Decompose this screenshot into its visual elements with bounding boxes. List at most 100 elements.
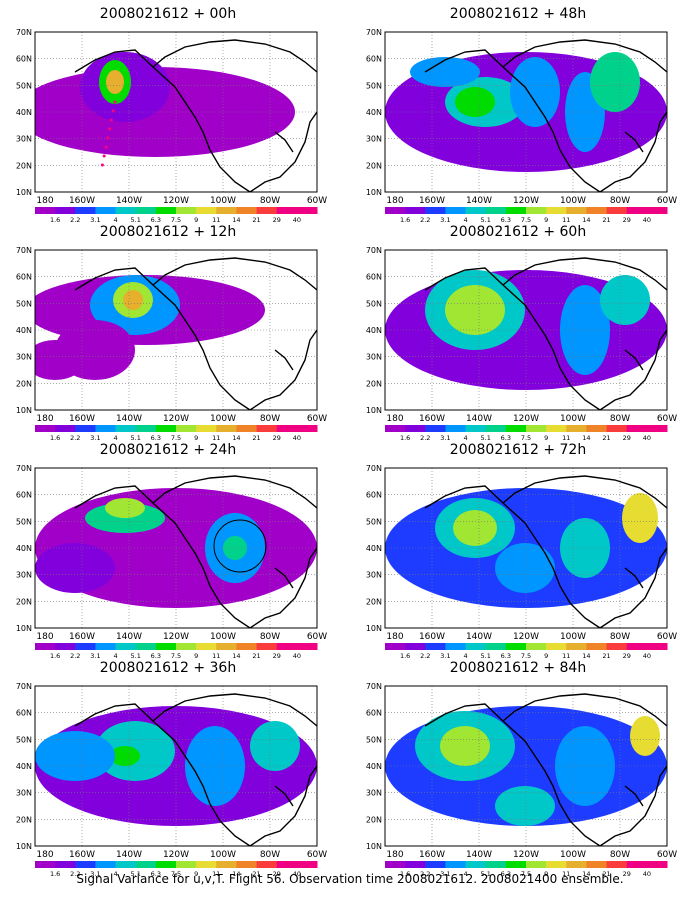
lon-tick-label: 140W <box>466 850 492 860</box>
colorbar-swatch <box>606 861 628 868</box>
colorbar-swatch <box>176 207 197 214</box>
lat-tick-label: 50N <box>16 517 32 526</box>
colorbar-swatch <box>236 643 258 650</box>
colorbar-label: 21 <box>602 870 610 876</box>
colorbar-label: 3.1 <box>90 652 100 658</box>
colorbar-label: 21 <box>252 216 260 222</box>
colorbar-label: 29 <box>623 870 631 876</box>
lon-tick-label: 60W <box>307 196 327 206</box>
colorbar-swatch <box>216 207 237 214</box>
lat-tick-label: 40N <box>366 762 382 771</box>
colorbar-swatch <box>135 425 157 432</box>
lon-tick-label: 160W <box>69 850 95 860</box>
colorbar-swatch <box>176 861 197 868</box>
colorbar-label: 5.1 <box>481 870 491 876</box>
colorbar-swatch <box>626 643 648 650</box>
colorbar-swatch <box>646 643 668 650</box>
colorbar: 1.6 2.2 3.1 4 5.1 6.3 7.5 9 11 14 21 29 40 <box>35 861 318 876</box>
variance-contour <box>510 57 560 127</box>
colorbar-label: 4 <box>464 216 468 222</box>
colorbar-swatch <box>276 207 298 214</box>
colorbar-swatch <box>425 861 446 868</box>
variance-contour <box>495 543 555 593</box>
lon-tick-label: 60W <box>657 196 677 206</box>
colorbar-label: 7.5 <box>171 652 181 658</box>
colorbar-swatch <box>196 643 217 650</box>
colorbar-label: 29 <box>273 870 281 876</box>
lon-tick-label: 100W <box>210 850 236 860</box>
lon-tick-label: 120W <box>513 850 539 860</box>
colorbar-swatch <box>75 861 96 868</box>
colorbar-label: 11 <box>212 870 220 876</box>
lat-tick-label: 60N <box>366 273 382 282</box>
colorbar-label: 40 <box>643 434 651 440</box>
lon-tick-label: 160W <box>419 414 445 424</box>
colorbar-swatch <box>465 207 487 214</box>
colorbar-label: 9 <box>194 434 198 440</box>
lat-tick-label: 70N <box>366 246 382 255</box>
variance-contour <box>123 290 143 310</box>
colorbar-swatch <box>485 425 507 432</box>
map-plot: 10N 20N 30N 40N 50N 60N 70N 180 160W 140W 120W 100W… <box>366 246 677 440</box>
colorbar-swatch <box>176 643 197 650</box>
lon-tick-label: 180 <box>386 414 403 424</box>
colorbar-label: 40 <box>643 870 651 876</box>
colorbar-label: 11 <box>212 434 220 440</box>
lon-tick-label: 60W <box>307 850 327 860</box>
colorbar-swatch <box>606 425 628 432</box>
colorbar-swatch <box>216 425 237 432</box>
lat-tick-label: 70N <box>16 682 32 691</box>
colorbar-swatch <box>526 425 547 432</box>
colorbar-swatch <box>135 643 157 650</box>
colorbar-swatch <box>405 425 426 432</box>
colorbar-swatch <box>176 425 197 432</box>
panel-title: 2008021612 + 36h <box>99 660 237 676</box>
colorbar-label: 4 <box>114 652 118 658</box>
colorbar-swatch <box>505 207 527 214</box>
lat-tick-label: 20N <box>366 379 382 388</box>
lon-tick-label: 120W <box>513 414 539 424</box>
map-panel: 2008021612 + 12h 10N 20N 30N 40N 50N 60N 70N 180… <box>8 224 328 440</box>
lon-tick-label: 140W <box>116 414 142 424</box>
colorbar-swatch <box>135 207 157 214</box>
colorbar-label: 29 <box>273 434 281 440</box>
lon-tick-label: 180 <box>36 850 53 860</box>
colorbar-swatch <box>35 207 56 214</box>
colorbar-swatch <box>465 861 487 868</box>
lat-tick-label: 30N <box>366 571 382 580</box>
colorbar-swatch <box>485 643 507 650</box>
colorbar-label: 1.6 <box>50 652 60 658</box>
colorbar-label: 4 <box>464 652 468 658</box>
colorbar-swatch <box>196 207 217 214</box>
variance-contour <box>630 716 660 756</box>
colorbar-label: 6.3 <box>151 652 161 658</box>
colorbar-swatch <box>626 207 648 214</box>
lat-tick-label: 10N <box>16 624 32 633</box>
lat-tick-label: 30N <box>16 789 32 798</box>
lon-tick-label: 80W <box>610 632 630 642</box>
colorbar-swatch <box>405 643 426 650</box>
lon-tick-label: 120W <box>513 196 539 206</box>
colorbar-label: 9 <box>544 652 548 658</box>
colorbar-label: 14 <box>232 652 240 658</box>
variance-contour <box>106 70 124 94</box>
colorbar-swatch <box>425 425 446 432</box>
colorbar-swatch <box>75 643 96 650</box>
figure-caption: Signal Variance for u,v,T. Flight 56. Ob… <box>76 872 624 886</box>
colorbar-label: 4 <box>464 870 468 876</box>
colorbar-swatch <box>196 861 217 868</box>
lat-tick-label: 30N <box>366 353 382 362</box>
variance-contour <box>170 112 200 152</box>
colorbar-swatch <box>526 643 547 650</box>
colorbar-swatch <box>115 643 137 650</box>
lon-tick-label: 160W <box>419 196 445 206</box>
colorbar-swatch <box>566 425 587 432</box>
colorbar-swatch <box>465 643 487 650</box>
lat-tick-label: 70N <box>366 464 382 473</box>
colorbar-swatch <box>586 425 608 432</box>
lat-tick-label: 10N <box>366 406 382 415</box>
lat-tick-label: 20N <box>16 597 32 606</box>
colorbar-swatch <box>35 643 56 650</box>
map-panel: 2008021612 + 48h 10N 20N 30N 40N 50N 60N 70N 180… <box>358 6 678 222</box>
colorbar-label: 3.1 <box>440 434 450 440</box>
